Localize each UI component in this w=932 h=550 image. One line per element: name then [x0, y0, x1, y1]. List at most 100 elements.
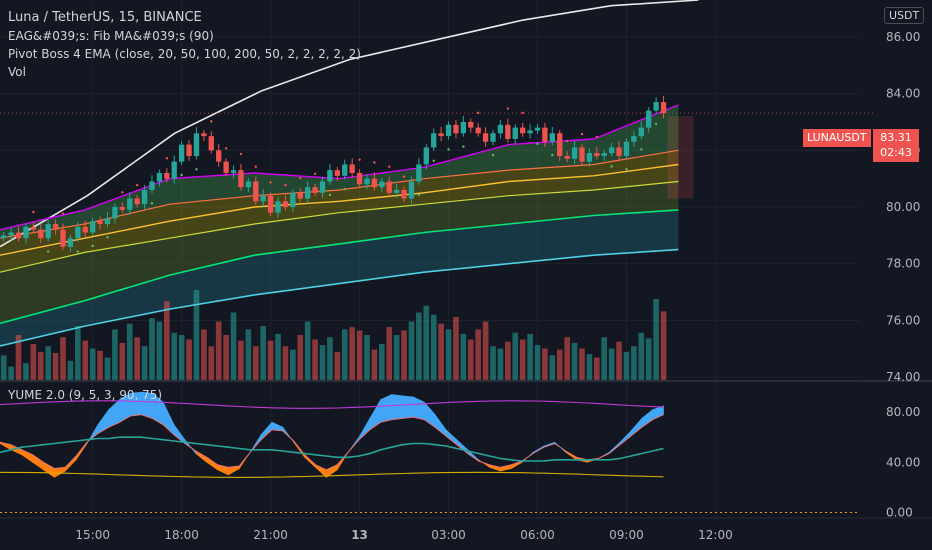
sar-dot: [150, 202, 154, 205]
candle-body: [104, 218, 111, 225]
candle-body: [579, 147, 585, 162]
sar-dot: [180, 173, 183, 177]
candle-body: [342, 164, 348, 176]
candle-body: [327, 170, 333, 182]
volume-bar: [467, 339, 474, 380]
candle-body: [30, 226, 37, 230]
osc-slow-line: [0, 414, 664, 471]
sar-dot: [299, 176, 302, 180]
oscillator-pane: [0, 391, 860, 513]
band-fill-lower: [0, 181, 679, 324]
volume-bar: [645, 338, 652, 380]
volume-bar: [89, 348, 96, 380]
candle-body: [149, 181, 155, 190]
candle-body: [245, 181, 252, 188]
candle-body: [527, 130, 533, 134]
volume-bar: [319, 345, 326, 380]
volume-bar: [482, 321, 489, 380]
volume-bar: [623, 351, 630, 380]
candle-body: [60, 229, 66, 247]
candle-body: [646, 110, 652, 128]
sar-dot: [284, 183, 287, 187]
sar-dot: [224, 147, 228, 150]
volume-bar: [460, 333, 467, 380]
sar-dot: [343, 187, 346, 191]
volume-bar: [349, 327, 355, 380]
currency-button[interactable]: USDT: [884, 7, 925, 24]
candle-body: [423, 147, 429, 165]
indicator-volume[interactable]: Vol: [8, 65, 26, 79]
candle-body: [312, 187, 318, 193]
candles: [1, 95, 667, 253]
osc-fill: [402, 395, 414, 419]
time-tick-label: 12:00: [698, 528, 733, 542]
sar-dot: [254, 165, 257, 168]
volume-bar: [23, 363, 29, 380]
candle-body: [416, 164, 422, 182]
osc-fill: [510, 460, 523, 470]
candle-body: [594, 153, 600, 156]
volume-bar: [208, 346, 215, 380]
candle-body: [90, 221, 96, 233]
candle-body: [371, 178, 378, 188]
sar-dot: [447, 148, 450, 151]
time-tick-label: 06:00: [520, 528, 555, 542]
volume-bar: [378, 344, 385, 380]
candle-body: [223, 161, 229, 173]
candle-body: [608, 147, 615, 154]
osc-fill: [32, 454, 44, 471]
osc-fill: [391, 394, 403, 420]
volume-bar: [30, 344, 37, 380]
osc-fill: [43, 461, 55, 478]
sar-dot: [61, 212, 65, 215]
candle-body: [171, 161, 177, 179]
candle-body: [134, 198, 140, 205]
volume-bar: [104, 357, 111, 380]
oscillator-legend[interactable]: YUME 2.0 (9, 5, 3, 90, 75): [8, 388, 163, 402]
candle-body: [15, 232, 22, 239]
candle-body: [653, 102, 659, 111]
candle-body: [386, 181, 392, 193]
indicator-fib-ma[interactable]: EAG&#039;s: Fib MA&#039;s (90): [8, 29, 214, 43]
candle-body: [660, 102, 667, 114]
candle-body: [401, 190, 407, 199]
volume-bar: [638, 332, 645, 380]
candle-body: [475, 127, 481, 134]
candle-body: [186, 144, 192, 156]
volume-bar: [534, 345, 541, 380]
volume-bar: [327, 337, 333, 380]
candle-body: [127, 198, 133, 210]
candle-body: [8, 232, 14, 236]
candle-body: [534, 127, 541, 131]
sar-dot: [210, 120, 213, 123]
volume-bar: [201, 329, 207, 380]
osc-fill: [358, 417, 371, 441]
price-tick-label: 74.00: [886, 370, 920, 384]
candle-body: [178, 144, 185, 162]
volume-bar: [178, 335, 185, 380]
candle-body: [260, 195, 266, 202]
volume-bar: [579, 348, 585, 380]
sar-dot: [640, 148, 643, 151]
osc-tick-label: 0.00: [886, 505, 913, 519]
grid: [0, 0, 860, 515]
volume-bar: [37, 351, 44, 380]
candle-body: [356, 172, 363, 185]
sar-dot: [521, 111, 524, 115]
candle-body: [364, 178, 370, 185]
volume-bar: [408, 321, 415, 380]
indicator-pivot-boss[interactable]: Pivot Boss 4 EMA (close, 20, 50, 100, 20…: [8, 47, 361, 61]
candle-body: [557, 133, 563, 156]
price-tick-label: 78.00: [886, 257, 920, 271]
candle-body: [267, 195, 274, 213]
sar-dot: [402, 175, 406, 178]
sar-dot: [536, 142, 539, 145]
sar-dot: [506, 107, 510, 110]
time-tick-label: 13: [351, 528, 368, 542]
symbol-title[interactable]: Luna / TetherUS, 15, BINANCE: [8, 10, 202, 25]
osc-fill: [413, 396, 425, 421]
sar-dot: [269, 181, 272, 184]
candle-body: [230, 170, 237, 173]
osc-tick-label: 80.00: [886, 405, 920, 419]
